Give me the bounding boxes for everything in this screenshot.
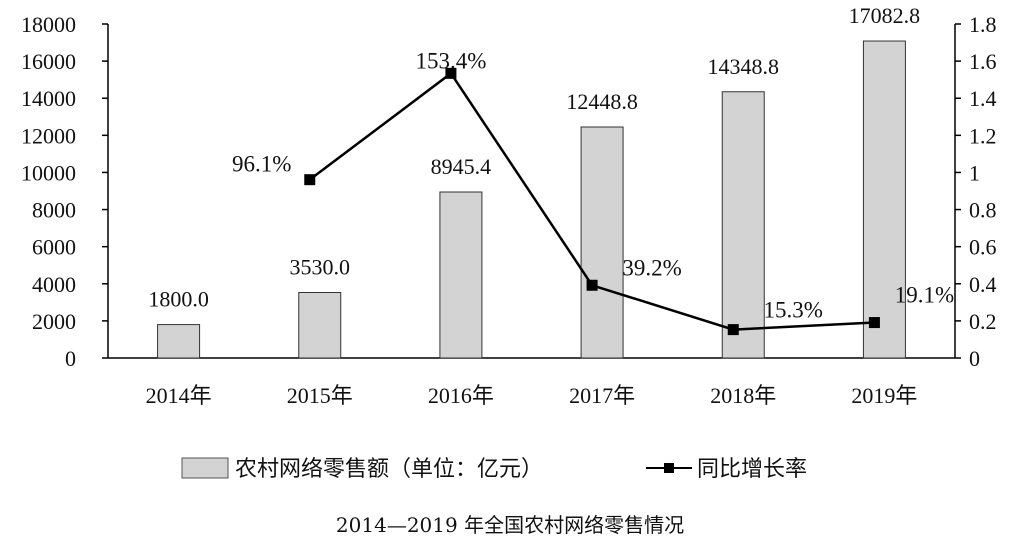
- data-labels: 1800.0 3530.0 8945.4 12448.8 14348.8 17082.8 9…: [148, 3, 954, 323]
- left-tick-label: 4000: [32, 272, 76, 297]
- growth-rate-point: [727, 324, 739, 336]
- left-tick-label: 18000: [21, 12, 76, 37]
- axes: 0 2000 4000 6000 8000 10000 12000 14000 16000 180…: [21, 12, 997, 408]
- left-tick-label: 10000: [21, 160, 76, 185]
- x-tick-label: 2018年: [710, 383, 776, 408]
- bar: [721, 91, 765, 359]
- growth-line-series: [304, 67, 880, 336]
- bar: [439, 191, 483, 359]
- x-tick-label: 2019年: [851, 383, 917, 408]
- bar-value-label: 12448.8: [566, 89, 638, 114]
- bar-series: [157, 40, 906, 359]
- legend: 农村网络零售额（单位：亿元） 同比增长率: [181, 457, 807, 482]
- growth-rate-label: 96.1%: [232, 152, 291, 177]
- right-tick-label: 0.6: [969, 235, 997, 260]
- growth-rate-label: 39.2%: [622, 255, 681, 280]
- growth-rate-label: 19.1%: [895, 283, 954, 308]
- bar: [862, 40, 906, 359]
- bar-value-label: 17082.8: [849, 3, 921, 28]
- left-tick-label: 2000: [32, 309, 76, 334]
- bar: [580, 126, 624, 359]
- bar-value-label: 8945.4: [431, 154, 492, 179]
- right-tick-label: 1: [969, 160, 980, 185]
- right-tick-label: 1.6: [969, 49, 997, 74]
- bar-value-label: 3530.0: [290, 254, 351, 279]
- bar-value-label: 1800.0: [148, 287, 209, 312]
- left-tick-label: 14000: [21, 86, 76, 111]
- left-tick-label: 6000: [32, 235, 76, 260]
- growth-rate-point: [445, 67, 457, 79]
- legend-label-bar: 农村网络零售额（单位：亿元）: [235, 457, 543, 482]
- right-tick-label: 0.4: [969, 272, 997, 297]
- bar: [298, 291, 342, 359]
- growth-rate-point: [304, 174, 316, 186]
- left-tick-label: 16000: [21, 49, 76, 74]
- growth-rate-point: [586, 279, 598, 291]
- right-tick-label: 1.2: [969, 123, 997, 148]
- right-tick-label: 0.8: [969, 198, 997, 223]
- legend-label-line: 同比增长率: [697, 457, 807, 482]
- chart-caption: 2014—2019 年全国农村网络零售情况: [336, 513, 684, 537]
- x-tick-label: 2016年: [428, 383, 494, 408]
- left-tick-label: 8000: [32, 198, 76, 223]
- growth-rate-label: 15.3%: [764, 298, 823, 323]
- x-tick-label: 2017年: [569, 383, 635, 408]
- right-tick-label: 1.4: [969, 86, 997, 111]
- legend-swatch-bar: [181, 457, 229, 479]
- legend-marker-line: [664, 463, 674, 473]
- right-tick-label: 0.2: [969, 309, 997, 334]
- x-tick-label: 2014年: [146, 383, 212, 408]
- growth-rate-label: 153.4%: [415, 48, 486, 73]
- x-tick-label: 2015年: [287, 383, 353, 408]
- bar-value-label: 14348.8: [708, 54, 780, 79]
- right-tick-label: 1.8: [969, 12, 997, 37]
- right-tick-label: 0: [969, 346, 980, 371]
- left-tick-label: 0: [65, 346, 76, 371]
- growth-rate-point: [868, 317, 880, 329]
- left-tick-label: 12000: [21, 123, 76, 148]
- bar: [157, 324, 201, 359]
